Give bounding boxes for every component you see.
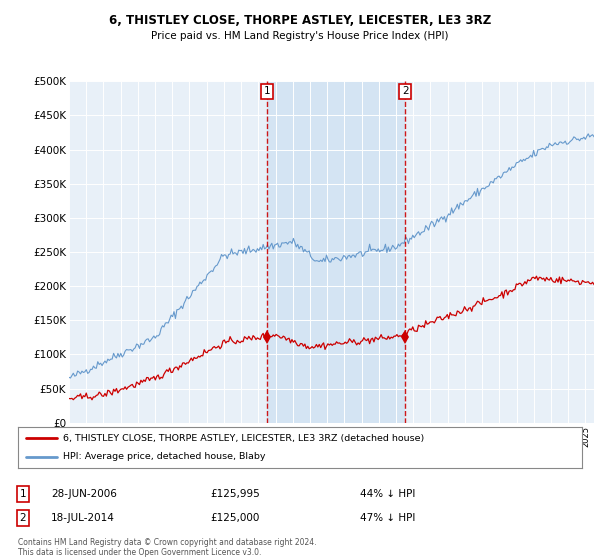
Text: 47% ↓ HPI: 47% ↓ HPI (360, 513, 415, 523)
Text: £125,995: £125,995 (210, 489, 260, 499)
Text: 1: 1 (263, 86, 270, 96)
Text: 2: 2 (402, 86, 409, 96)
Text: £125,000: £125,000 (210, 513, 259, 523)
Text: 28-JUN-2006: 28-JUN-2006 (51, 489, 117, 499)
Text: 6, THISTLEY CLOSE, THORPE ASTLEY, LEICESTER, LE3 3RZ (detached house): 6, THISTLEY CLOSE, THORPE ASTLEY, LEICES… (63, 433, 424, 442)
Text: Contains HM Land Registry data © Crown copyright and database right 2024.
This d: Contains HM Land Registry data © Crown c… (18, 538, 317, 557)
Bar (267, 81, 406, 423)
Text: 6, THISTLEY CLOSE, THORPE ASTLEY, LEICESTER, LE3 3RZ: 6, THISTLEY CLOSE, THORPE ASTLEY, LEICES… (109, 14, 491, 27)
Text: 18-JUL-2014: 18-JUL-2014 (51, 513, 115, 523)
Text: HPI: Average price, detached house, Blaby: HPI: Average price, detached house, Blab… (63, 452, 266, 461)
Text: 44% ↓ HPI: 44% ↓ HPI (360, 489, 415, 499)
Text: 2: 2 (19, 513, 26, 523)
Text: 1: 1 (19, 489, 26, 499)
Text: Price paid vs. HM Land Registry's House Price Index (HPI): Price paid vs. HM Land Registry's House … (151, 31, 449, 41)
